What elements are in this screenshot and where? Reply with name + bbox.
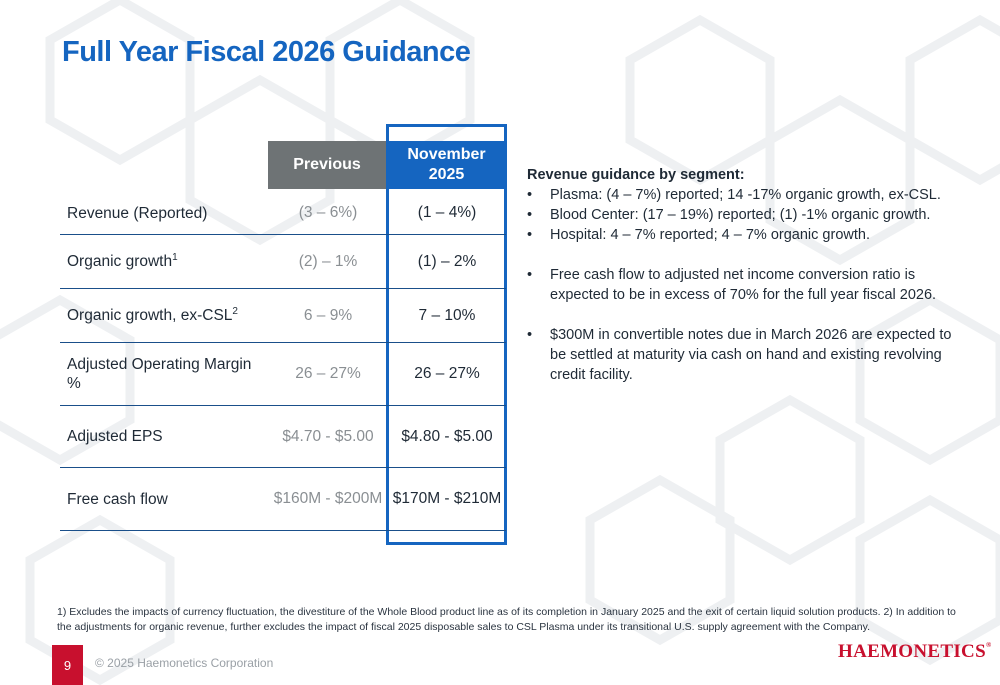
segment-guidance-heading: Revenue guidance by segment: bbox=[527, 167, 745, 183]
footnote-ref-1: 1 bbox=[172, 252, 178, 263]
row-previous-value: $4.70 - $5.00 bbox=[282, 427, 374, 445]
list-item: Hospital: 4 – 7% reported; 4 – 7% organi… bbox=[527, 225, 957, 245]
list-item: Blood Center: (17 – 19%) reported; (1) -… bbox=[527, 205, 957, 225]
row-previous-value: (2) – 1% bbox=[298, 252, 358, 270]
table-row: Revenue (Reported) (3 – 6%) (1 – 4%) bbox=[60, 192, 506, 235]
row-previous-value: 26 – 27% bbox=[295, 365, 361, 382]
key-points-list: Free cash flow to adjusted net income co… bbox=[527, 265, 957, 305]
column-header-previous: Previous bbox=[268, 141, 386, 189]
page-title: Full Year Fiscal 2026 Guidance bbox=[62, 36, 471, 68]
row-label: Organic growth1 bbox=[67, 252, 178, 270]
row-november-value: (1 – 4%) bbox=[417, 204, 477, 221]
november-column-highlight-frame bbox=[386, 124, 507, 545]
column-header-november-line1: November bbox=[407, 146, 486, 163]
copyright: © 2025 Haemonetics Corporation bbox=[95, 656, 274, 670]
table-row: Adjusted EPS $4.70 - $5.00 $4.80 - $5.00 bbox=[60, 406, 506, 468]
row-label: Adjusted EPS bbox=[67, 428, 163, 445]
table-row: Adjusted Operating Margin % 26 – 27% 26 … bbox=[60, 343, 506, 406]
column-header-november-line2: 2025 bbox=[428, 166, 465, 183]
page-number: 9 bbox=[52, 645, 83, 685]
row-label: Revenue (Reported) bbox=[67, 204, 208, 222]
key-points-list: $300M in convertible notes due in March … bbox=[527, 325, 957, 385]
list-item: Plasma: (4 – 7%) reported; 14 -17% organ… bbox=[527, 185, 957, 205]
segment-list: Plasma: (4 – 7%) reported; 14 -17% organ… bbox=[527, 185, 957, 245]
footnote: 1) Excludes the impacts of currency fluc… bbox=[57, 606, 956, 633]
row-november-value: 7 – 10% bbox=[418, 306, 476, 324]
row-previous-value: $160M - $200M bbox=[273, 490, 383, 507]
row-previous-value: (3 – 6%) bbox=[298, 204, 358, 221]
row-november-value: (1) – 2% bbox=[417, 252, 477, 270]
table-row: Organic growth1 (2) – 1% (1) – 2% bbox=[60, 235, 506, 289]
row-november-value: $170M - $210M bbox=[392, 490, 502, 507]
haemonetics-logo: HAEMONETICS® bbox=[838, 641, 992, 662]
row-november-value: 26 – 27% bbox=[414, 365, 480, 382]
row-november-value: $4.80 - $5.00 bbox=[401, 427, 493, 445]
row-previous-value: 6 – 9% bbox=[303, 306, 353, 324]
column-header-november-2025: November 2025 bbox=[388, 141, 505, 189]
table-row: Free cash flow $160M - $200M $170M - $21… bbox=[60, 468, 506, 531]
footnote-ref-2: 2 bbox=[232, 306, 238, 317]
guidance-commentary: Revenue guidance by segment: Plasma: (4 … bbox=[527, 165, 957, 385]
row-label: Free cash flow bbox=[67, 490, 168, 508]
list-item: Free cash flow to adjusted net income co… bbox=[527, 265, 957, 305]
table-row: Organic growth, ex-CSL2 6 – 9% 7 – 10% bbox=[60, 289, 506, 343]
row-label: Adjusted Operating Margin % bbox=[67, 355, 252, 392]
list-item: $300M in convertible notes due in March … bbox=[527, 325, 957, 385]
row-label: Organic growth, ex-CSL2 bbox=[67, 306, 238, 324]
